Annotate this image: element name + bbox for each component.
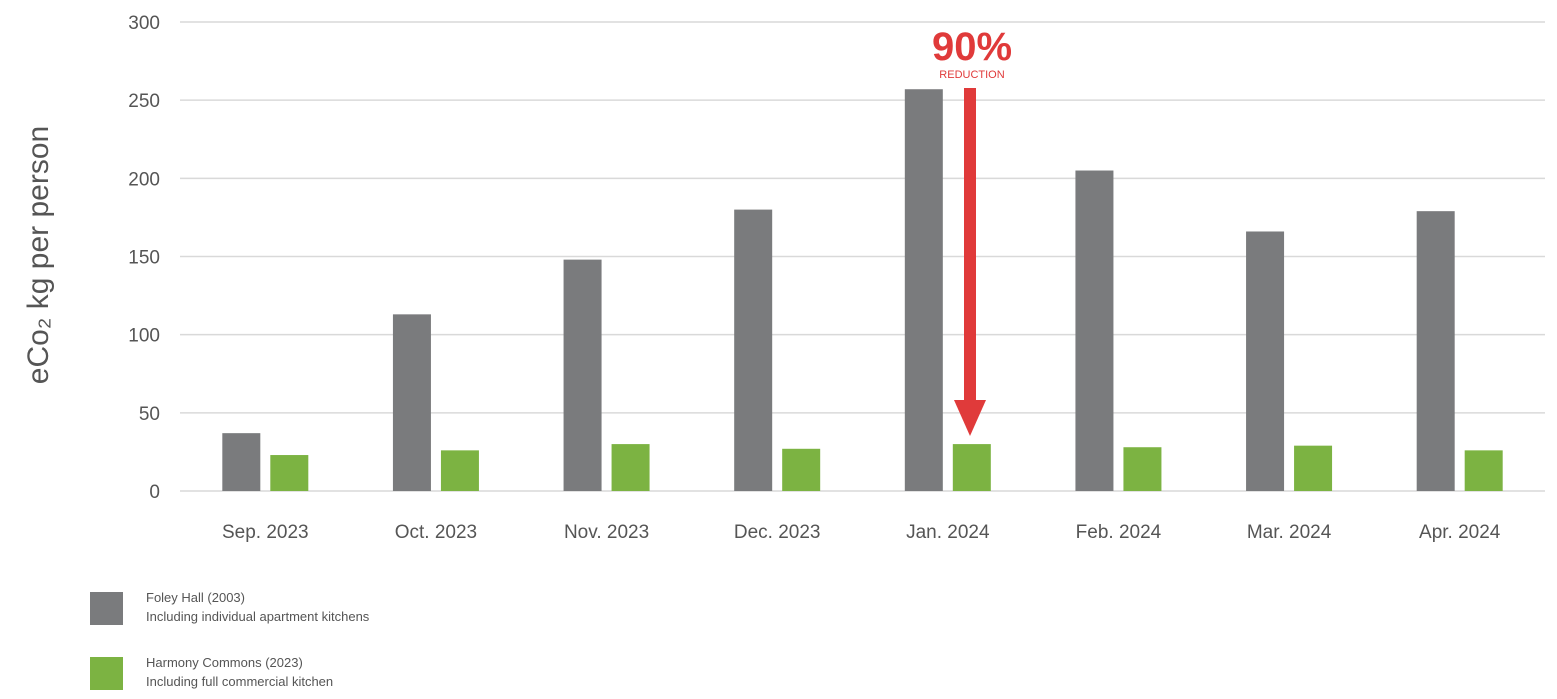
legend-subtitle-harmony-commons: Including full commercial kitchen [146,674,334,689]
x-tick-label: Dec. 2023 [734,522,821,543]
legend-text-harmony-commons: Harmony Commons (2023) Including full co… [146,653,333,691]
gridlines [180,21,1545,492]
annotation-percent: 90% [932,25,1012,69]
y-tick-label: 250 [128,91,160,112]
x-tick-label: Feb. 2024 [1076,522,1162,543]
legend-item-harmony-commons: Harmony Commons (2023) Including full co… [90,653,610,697]
x-tick-label: Apr. 2024 [1419,522,1501,543]
legend-title-harmony-commons: Harmony Commons (2023) [146,655,303,670]
bar-foley-hall [563,259,602,491]
bar-foley-hall [1075,170,1114,491]
annotation-arrowhead [954,400,986,436]
y-tick-label: 150 [128,248,160,269]
y-tick-label: 0 [149,482,160,503]
legend-swatch-foley-hall [90,592,123,625]
bar-foley-hall [1246,231,1285,491]
y-axis-ticks: 0 50 100 150 200 250 300 [128,13,160,503]
bar-harmony-commons [1123,447,1162,491]
y-tick-label: 100 [128,326,160,347]
bar-foley-hall [392,314,431,491]
legend-swatch-harmony-commons [90,657,123,690]
bar-harmony-commons [1464,450,1503,491]
reduction-annotation: 90% REDUCTION [932,25,1012,436]
annotation-label: REDUCTION [939,69,1004,81]
legend-subtitle-foley-hall: Including individual apartment kitchens [146,609,370,624]
bar-harmony-commons [952,444,991,491]
y-tick-label: 50 [139,404,160,425]
x-tick-label: Mar. 2024 [1247,522,1332,543]
x-tick-label: Oct. 2023 [395,522,477,543]
bar-chart: 0 50 100 150 200 250 300 Sep. 2023 Oct. 2023 Nov… [22,13,1545,543]
bar-foley-hall [734,209,773,491]
y-axis-label: eCo₂ kg per person [22,126,55,384]
legend-text-foley-hall: Foley Hall (2003) Including individual a… [146,588,369,626]
bar-harmony-commons [611,444,650,491]
bar-foley-hall [1416,211,1455,491]
y-tick-label: 300 [128,13,160,34]
bars [222,89,1503,492]
legend-title-foley-hall: Foley Hall (2003) [146,590,245,605]
y-tick-label: 200 [128,169,160,190]
bar-harmony-commons [440,450,479,491]
bar-harmony-commons [270,455,309,491]
bar-harmony-commons [782,448,821,491]
bar-foley-hall [222,433,261,491]
x-tick-label: Nov. 2023 [564,522,649,543]
x-axis-ticks: Sep. 2023 Oct. 2023 Nov. 2023 Dec. 2023 Jan.… [222,522,1501,543]
bar-harmony-commons [1294,445,1333,491]
x-tick-label: Sep. 2023 [222,522,309,543]
x-tick-label: Jan. 2024 [906,522,990,543]
legend-item-foley-hall: Foley Hall (2003) Including individual a… [90,588,610,632]
bar-foley-hall [904,89,943,492]
